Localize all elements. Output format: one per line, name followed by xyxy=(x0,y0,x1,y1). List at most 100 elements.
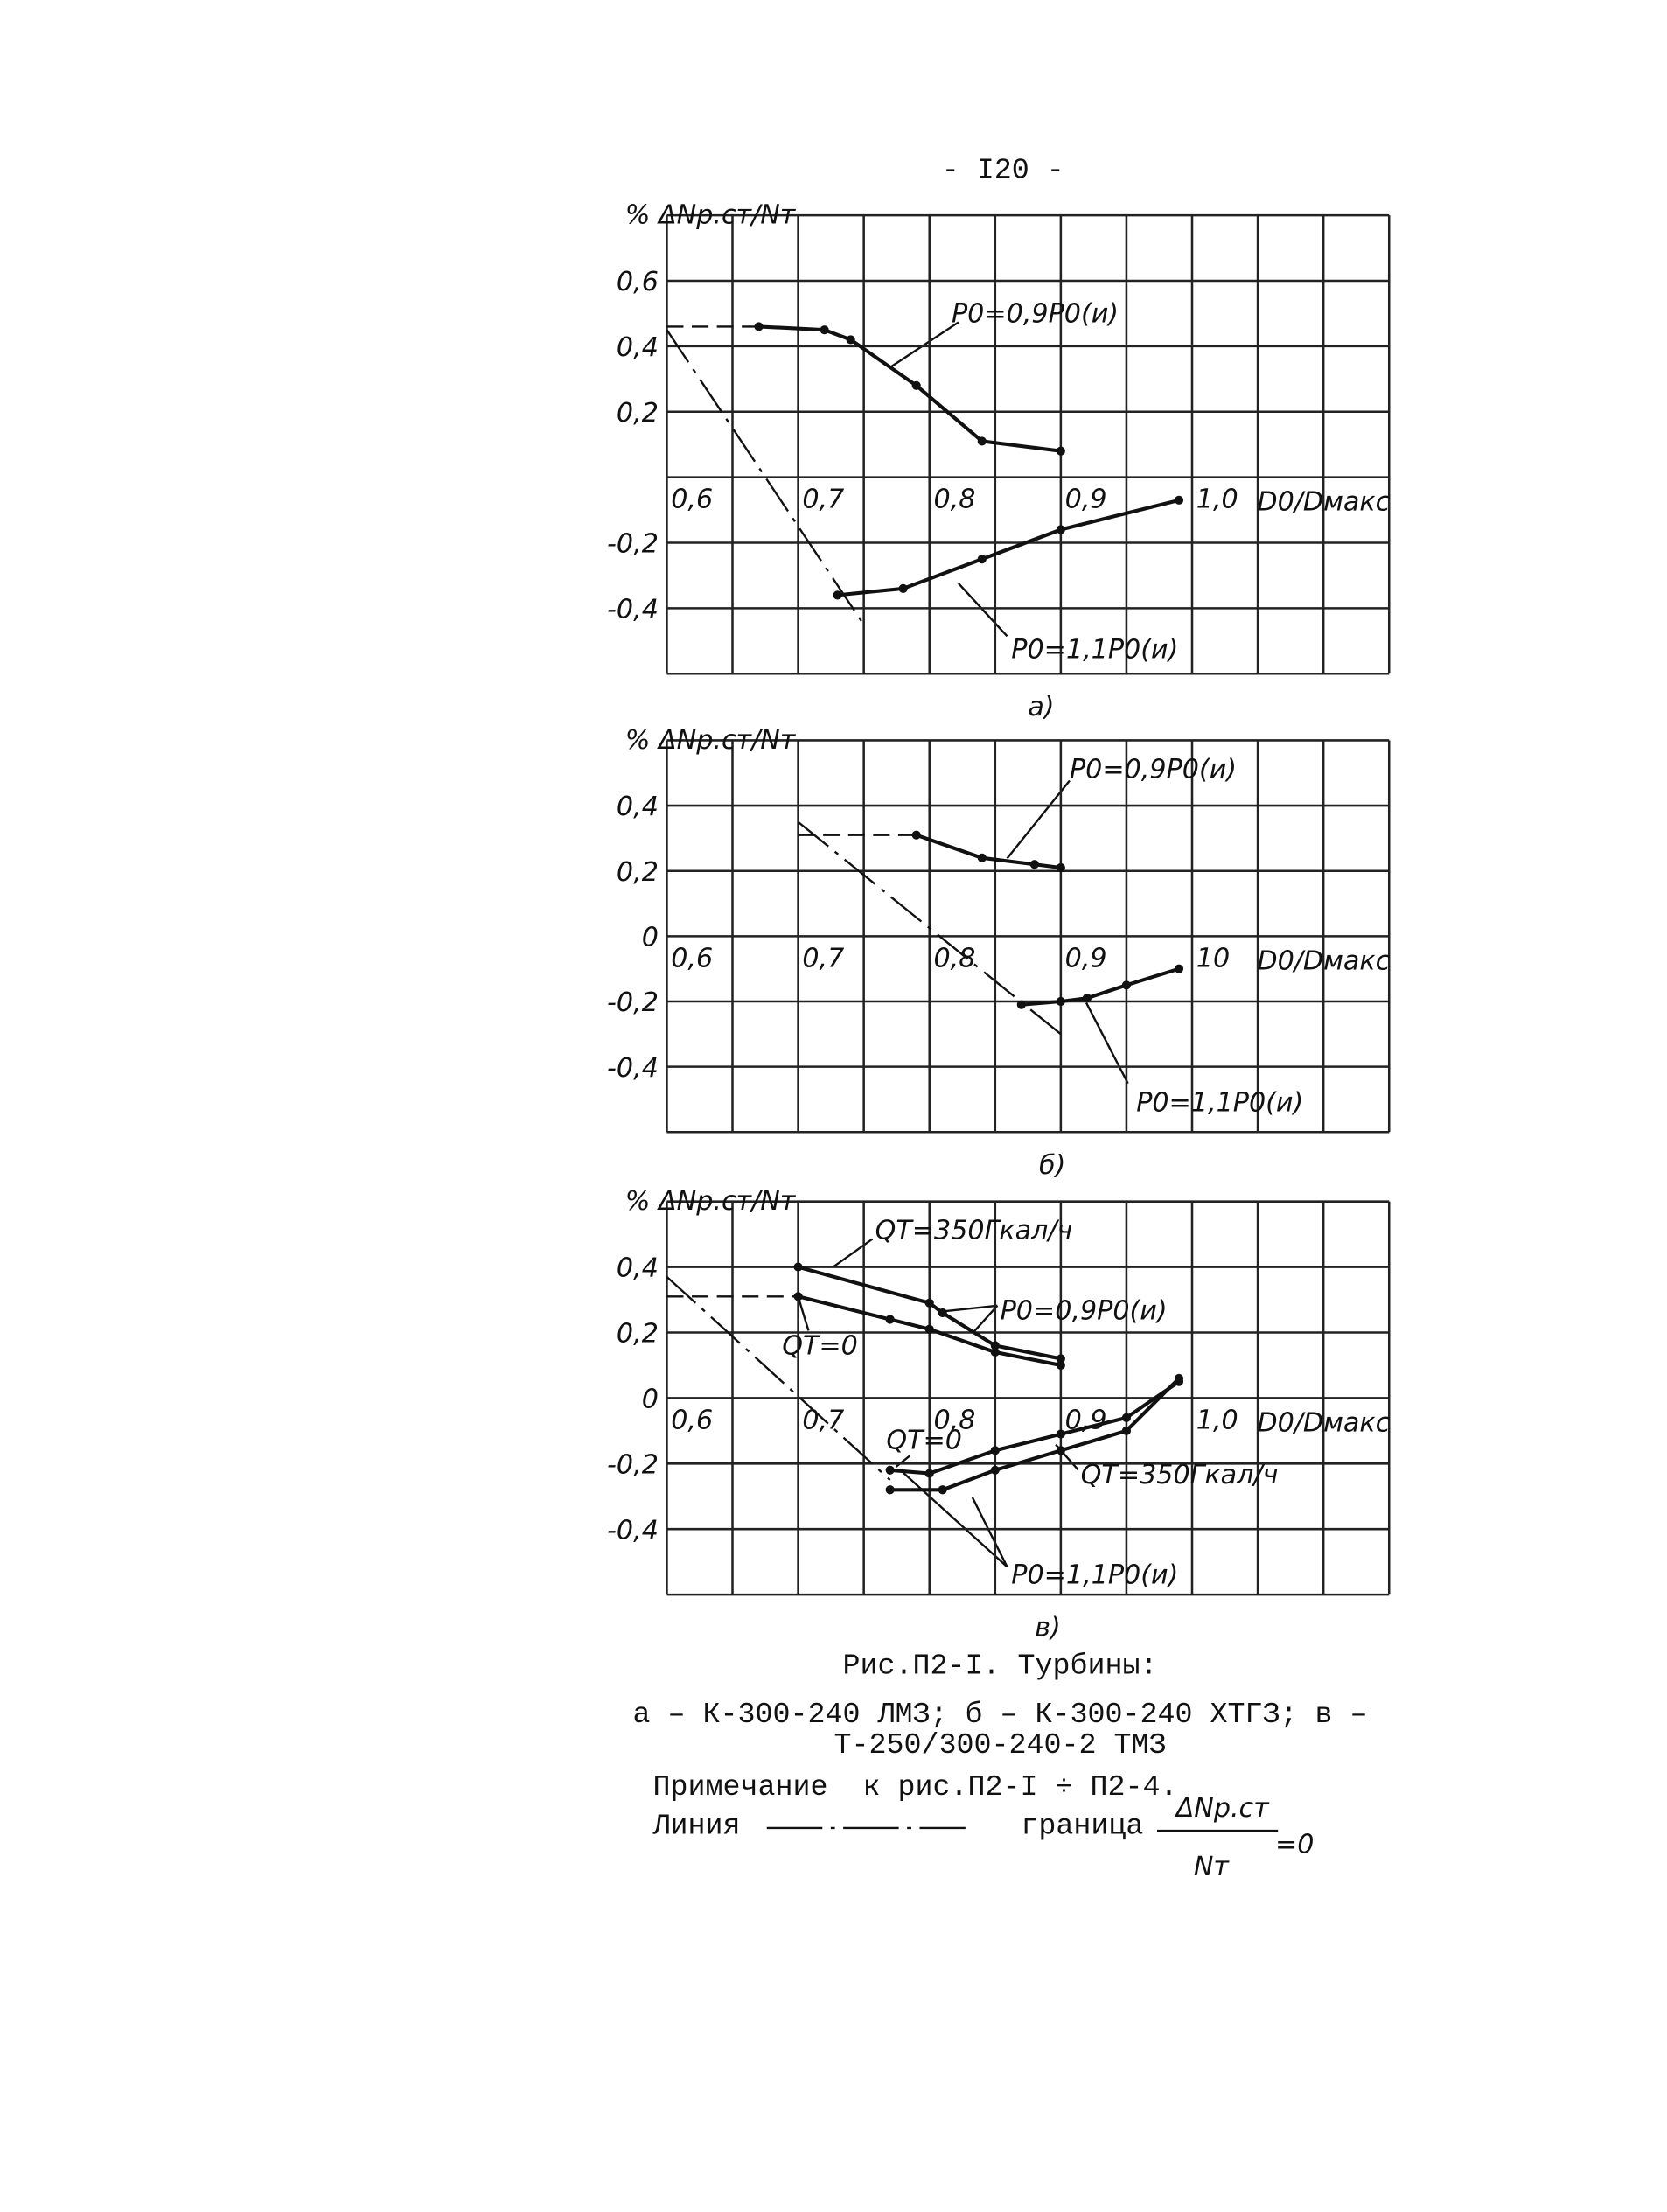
chart: 0,6 0,7 0,8 0,9 1,00,40,20-0,2-0,4% ΔNр.ст/N… xyxy=(607,1186,1391,1643)
note-line-word: Линия xyxy=(652,1810,741,1843)
annotation: QT=0 xyxy=(886,1425,962,1455)
point xyxy=(885,1485,895,1495)
leader xyxy=(895,1455,911,1468)
point xyxy=(754,322,764,331)
y-tick-label: -0,2 xyxy=(607,1449,659,1480)
chart: 0,6 0,7 0,8 0,9 100,40,20-0,2-0,4% ΔNр.ст/Nт… xyxy=(607,725,1391,1181)
point xyxy=(1174,495,1184,505)
annotation: P0=0,9P0(и) xyxy=(952,298,1119,329)
annotation: QT=350Гкал/ч xyxy=(1081,1460,1279,1490)
chart-label: а) xyxy=(1028,692,1054,722)
point xyxy=(1056,1446,1065,1455)
point xyxy=(924,1469,934,1478)
point xyxy=(1121,1426,1132,1435)
point xyxy=(1174,1373,1184,1384)
y-tick-label: -0,2 xyxy=(607,529,659,560)
leader xyxy=(833,1238,874,1268)
point xyxy=(885,1315,895,1324)
point xyxy=(885,1465,895,1475)
point xyxy=(977,555,987,564)
y-tick-label: 0,2 xyxy=(617,398,659,429)
point xyxy=(990,1347,1000,1357)
series-line xyxy=(758,324,1062,453)
y-tick-label: -0,4 xyxy=(607,1053,659,1084)
point xyxy=(793,1262,803,1272)
x-tick-label: 0,9 xyxy=(1065,485,1107,515)
leader xyxy=(944,1304,999,1335)
chart: 0,6 0,7 0,8 0,9 1,0 0,6 0,4 0,2 -0,2 -0,4 % ΔNр.ст… xyxy=(607,200,1391,722)
point xyxy=(938,1485,947,1495)
point xyxy=(1174,964,1184,973)
y-tick-label: -0,4 xyxy=(607,1515,659,1546)
y-tick-label: 0,4 xyxy=(617,332,659,363)
caption-title: Рис.П2-I. Турбины: xyxy=(843,1650,1158,1684)
series-line xyxy=(666,1275,891,1481)
point xyxy=(1056,862,1065,873)
point xyxy=(820,325,829,335)
x-axis-label: D0/Dмакс xyxy=(1257,487,1390,518)
point xyxy=(924,1298,934,1308)
point xyxy=(1082,994,1092,1003)
series-line xyxy=(889,1379,1181,1476)
leader xyxy=(798,1298,810,1331)
y-axis-label: % ΔNр.ст/Nт xyxy=(625,1186,797,1217)
point xyxy=(1056,1429,1065,1439)
y-tick-label: 0,6 xyxy=(617,267,659,297)
annotation: P0=0,9P0(и) xyxy=(1070,754,1237,785)
annotation: QT=0 xyxy=(782,1330,858,1361)
y-axis-label: % ΔNр.ст/Nт xyxy=(625,725,797,756)
point xyxy=(1056,525,1065,534)
x-tick-label: 0,6 xyxy=(671,1405,713,1435)
y-tick-label: 0,4 xyxy=(617,1253,659,1284)
point xyxy=(977,436,987,446)
y-tick-label: 0,4 xyxy=(617,792,659,822)
x-tick-label: 0,6 xyxy=(671,485,713,515)
point xyxy=(924,1324,934,1334)
x-tick-label: 0,9 xyxy=(1065,943,1107,973)
note-border-word: граница xyxy=(1021,1810,1143,1843)
annotation: P0=1,1P0(и) xyxy=(1011,635,1178,666)
point xyxy=(977,853,987,862)
point xyxy=(990,1465,1000,1475)
y-tick-label: -0,2 xyxy=(607,987,659,1018)
x-tick-label: 1,0 xyxy=(1196,485,1238,515)
x-tick-label: 0,6 xyxy=(671,943,713,973)
point xyxy=(990,1446,1000,1455)
point xyxy=(911,380,921,390)
y-tick-label: -0,4 xyxy=(607,594,659,625)
series-line xyxy=(1021,966,1180,1007)
point xyxy=(898,583,908,593)
caption-line: Т-250/300-240-2 ТМЗ xyxy=(834,1729,1167,1762)
point xyxy=(1056,996,1065,1007)
y-tick-label: 0 xyxy=(642,922,659,952)
chart-label: б) xyxy=(1039,1150,1065,1181)
point xyxy=(1029,860,1039,869)
page-number: - I20 - xyxy=(942,154,1064,187)
x-axis-label: D0/Dмакс xyxy=(1257,1408,1390,1439)
x-tick-label: 0,8 xyxy=(933,485,975,515)
point xyxy=(1121,980,1132,990)
x-tick-label: 1,0 xyxy=(1196,1405,1238,1435)
note: Примечание к рис.П2-I ÷ П2-4. xyxy=(653,1771,1178,1804)
fraction-denominator: Nт xyxy=(1194,1852,1231,1882)
point xyxy=(990,1341,1000,1350)
series-line xyxy=(889,1377,1181,1492)
leader xyxy=(1006,779,1071,860)
point xyxy=(1056,1354,1065,1364)
leader xyxy=(1085,1002,1129,1085)
caption-line: а – К-300-240 ЛМЗ; б – К-300-240 ХТГЗ; в… xyxy=(633,1699,1368,1732)
y-tick-label: 0,2 xyxy=(617,1319,659,1350)
y-tick-label: 0 xyxy=(642,1385,659,1415)
point xyxy=(1056,1360,1065,1371)
point xyxy=(1056,446,1065,456)
point xyxy=(911,830,921,840)
x-tick-label: 0,7 xyxy=(802,485,844,515)
x-axis-label: D0/Dмакс xyxy=(1257,946,1390,976)
point xyxy=(833,590,842,600)
fraction-numerator: ΔNр.ст xyxy=(1175,1793,1270,1824)
point xyxy=(1016,1000,1026,1009)
leaders xyxy=(798,321,1129,1568)
y-axis-label: % ΔNр.ст/Nт xyxy=(625,200,797,231)
series-line xyxy=(916,833,1062,870)
